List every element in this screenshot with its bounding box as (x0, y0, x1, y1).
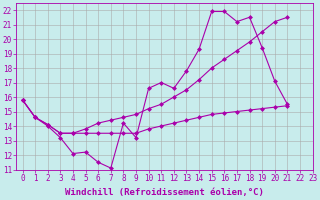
X-axis label: Windchill (Refroidissement éolien,°C): Windchill (Refroidissement éolien,°C) (65, 188, 264, 197)
